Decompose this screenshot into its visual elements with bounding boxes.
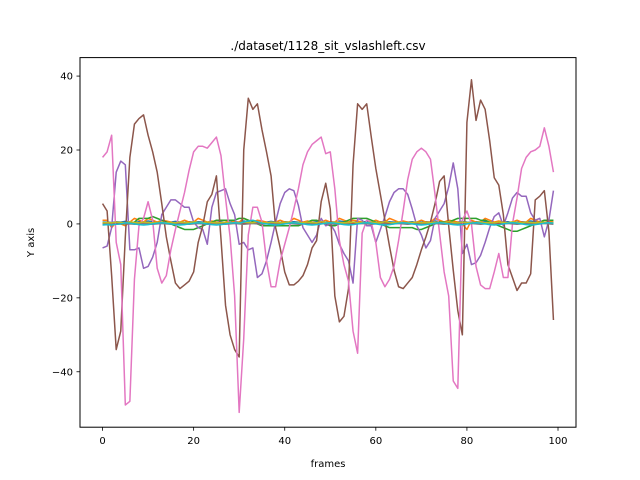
series-line-7 <box>101 127 555 414</box>
y-tick-label: −40 <box>52 367 73 378</box>
y-tick-label: 20 <box>60 146 73 157</box>
plot-area-frame <box>79 57 577 428</box>
y-axis-label: Y axis <box>26 228 37 258</box>
x-tick-label: 20 <box>187 436 200 447</box>
x-tick-label: 100 <box>548 436 567 447</box>
chart-title: ./dataset/1128_sit_vslashleft.csv <box>230 39 425 53</box>
x-tick-label: 40 <box>278 436 291 447</box>
plot-lines <box>101 79 555 414</box>
y-tick-label: −20 <box>52 293 73 304</box>
series-line-10 <box>102 219 554 226</box>
series-line-6 <box>101 79 555 358</box>
x-axis-label: frames <box>311 459 346 470</box>
y-axis: −40 −20 0 20 40 <box>52 72 80 378</box>
series-line-5 <box>102 160 555 284</box>
x-tick-label: 0 <box>99 436 105 447</box>
x-tick-label: 60 <box>369 436 382 447</box>
x-axis: 0 20 40 60 80 100 <box>99 427 568 447</box>
y-tick-label: 0 <box>67 219 73 230</box>
y-tick-label: 40 <box>60 72 73 83</box>
x-tick-label: 80 <box>461 436 474 447</box>
